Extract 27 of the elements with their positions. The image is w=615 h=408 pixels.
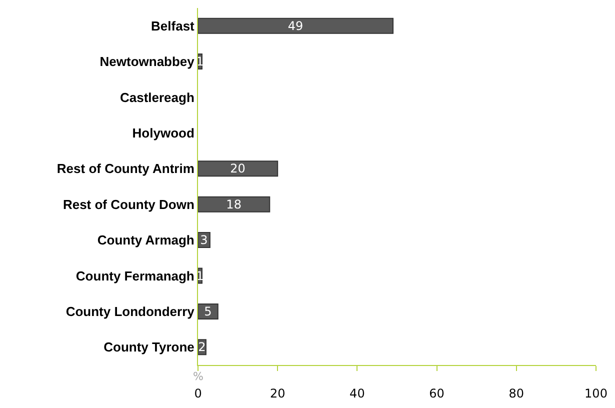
data-label: 3 bbox=[200, 233, 208, 248]
y-tick-label: County Londonderry bbox=[66, 304, 196, 319]
x-tick-label: 80 bbox=[508, 386, 524, 400]
y-tick-label: Castlereagh bbox=[120, 90, 194, 105]
bar bbox=[198, 303, 218, 320]
y-tick-label: County Tyrone bbox=[104, 340, 194, 355]
x-tick-label: 60 bbox=[429, 386, 444, 400]
y-tick-label: County Fermanagh bbox=[76, 268, 194, 284]
x-tick-label: 0 bbox=[194, 386, 202, 400]
y-tick-label: Holywood bbox=[132, 126, 194, 140]
data-label: 2 bbox=[198, 340, 206, 354]
y-tick-label: Belfast bbox=[151, 18, 196, 34]
bar bbox=[198, 196, 270, 212]
bar bbox=[198, 18, 394, 34]
y-tick-label: Newtownabbey bbox=[100, 54, 196, 70]
y-tick-label: County Armagh bbox=[97, 232, 194, 248]
data-label: 20 bbox=[230, 162, 246, 176]
data-label: 49 bbox=[288, 18, 304, 33]
x-tick-label: 40 bbox=[350, 386, 365, 400]
x-tick-label: 100 bbox=[584, 386, 608, 400]
y-tick-label: Rest of County Down bbox=[62, 196, 194, 212]
data-label: 5 bbox=[204, 304, 212, 318]
y-tick-label: Rest of County Antrim bbox=[56, 161, 194, 176]
x-axis-title: % bbox=[193, 370, 204, 383]
data-label: 18 bbox=[226, 197, 242, 212]
x-tick-label: 20 bbox=[270, 386, 286, 400]
bar bbox=[198, 160, 278, 177]
